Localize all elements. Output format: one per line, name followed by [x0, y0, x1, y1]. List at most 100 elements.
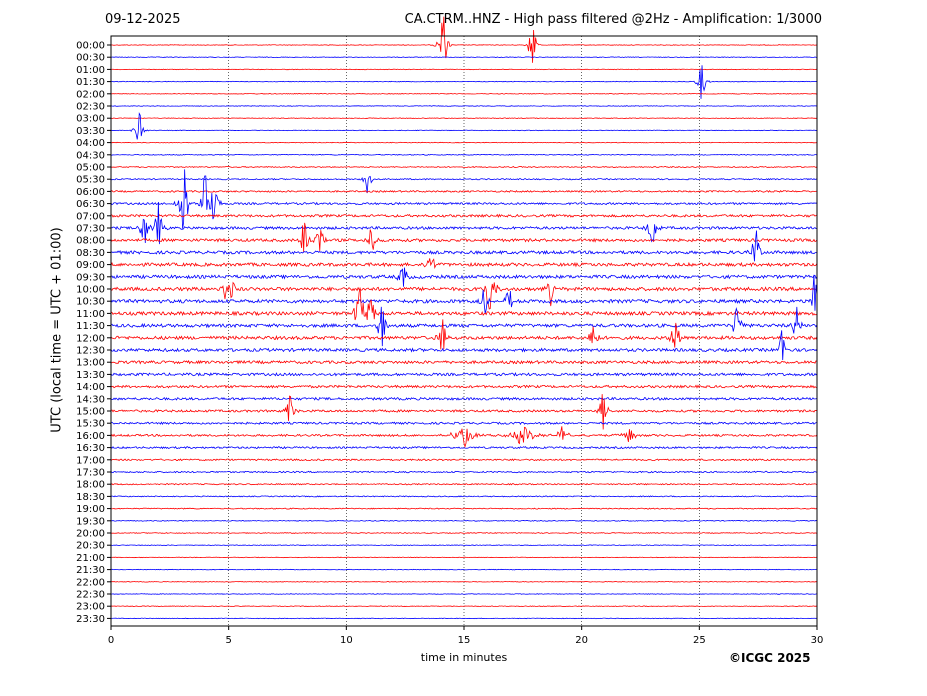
trace-row [110, 483, 818, 486]
trace-row [110, 426, 818, 449]
trace-row [110, 495, 818, 498]
y-tick-label: 18:30 [76, 492, 105, 503]
copyright-label: ©ICGC 2025 [729, 651, 811, 665]
trace-row [110, 105, 818, 107]
trace-row [110, 470, 818, 474]
x-tick-label: 0 [108, 635, 114, 646]
y-tick-label: 18:00 [76, 480, 105, 491]
y-tick-label: 15:00 [76, 407, 105, 418]
y-tick-label: 02:00 [76, 89, 105, 100]
x-tick-label: 10 [340, 635, 353, 646]
trace-row [110, 93, 818, 95]
trace-row [110, 568, 818, 571]
trace-row [110, 458, 818, 462]
trace-row [110, 605, 818, 607]
y-tick-label: 13:00 [76, 358, 105, 369]
y-tick-label: 10:00 [76, 285, 105, 296]
x-axis-ticks: 0 5 10 15 20 25 30 [108, 626, 824, 646]
trace-row [110, 319, 818, 350]
trace-row [110, 593, 818, 595]
trace-row [110, 267, 818, 287]
trace-row [110, 169, 818, 229]
y-tick-label: 01:00 [76, 65, 105, 76]
gridlines [228, 36, 700, 626]
seismic-traces [110, 16, 818, 620]
y-tick-label: 08:30 [76, 248, 105, 259]
trace-row [110, 281, 818, 310]
date-label: 09-12-2025 [105, 12, 181, 27]
trace-row [110, 519, 818, 522]
trace-row [110, 258, 818, 270]
y-tick-label: 21:30 [76, 565, 105, 576]
y-tick-label: 14:30 [76, 394, 105, 405]
trace-row [110, 507, 818, 510]
x-axis-label: time in minutes [420, 651, 508, 664]
y-tick-label: 20:30 [76, 541, 105, 552]
y-tick-label: 07:30 [76, 224, 105, 235]
x-tick-label: 25 [693, 635, 706, 646]
trace-row [110, 274, 818, 314]
y-tick-label: 23:00 [76, 602, 105, 613]
trace-row [110, 287, 818, 321]
y-tick-label: 09:30 [76, 272, 105, 283]
y-tick-label: 00:30 [76, 53, 105, 64]
trace-row [110, 396, 818, 401]
y-tick-label: 22:30 [76, 590, 105, 601]
trace-row [110, 372, 818, 377]
trace-row [110, 306, 818, 347]
trace-row [110, 153, 818, 156]
y-tick-label: 20:00 [76, 529, 105, 540]
chart-title: CA.CTRM..HNZ - High pass filtered @2Hz -… [404, 12, 822, 27]
trace-row [110, 16, 818, 63]
y-tick-label: 00:00 [76, 41, 105, 52]
y-tick-label: 04:00 [76, 138, 105, 149]
y-tick-label: 03:30 [76, 126, 105, 137]
trace-row [110, 68, 818, 71]
y-tick-label: 16:30 [76, 443, 105, 454]
y-tick-label: 11:00 [76, 309, 105, 320]
y-tick-label: 03:00 [76, 114, 105, 125]
y-tick-label: 12:00 [76, 333, 105, 344]
y-axis-label: UTC (local time = UTC + 01:00) [49, 227, 65, 433]
y-tick-label: 17:00 [76, 455, 105, 466]
x-tick-label: 15 [458, 635, 471, 646]
y-tick-label: 16:00 [76, 431, 105, 442]
trace-row [110, 141, 818, 144]
y-tick-label: 06:00 [76, 187, 105, 198]
y-tick-label: 21:00 [76, 553, 105, 564]
y-tick-label: 10:30 [76, 297, 105, 308]
x-tick-label: 30 [811, 635, 824, 646]
y-tick-label: 02:30 [76, 102, 105, 113]
trace-row [110, 556, 818, 559]
trace-row [110, 445, 818, 450]
trace-row [110, 544, 818, 546]
x-tick-label: 5 [225, 635, 231, 646]
y-tick-label: 23:30 [76, 614, 105, 625]
y-tick-label: 05:00 [76, 163, 105, 174]
y-tick-label: 22:00 [76, 577, 105, 588]
trace-row [110, 394, 818, 430]
y-tick-label: 06:30 [76, 199, 105, 210]
y-tick-label: 05:30 [76, 175, 105, 186]
trace-row [110, 202, 818, 245]
x-tick-label: 20 [575, 635, 588, 646]
trace-row [110, 581, 818, 583]
y-tick-label: 11:30 [76, 321, 105, 332]
y-tick-label: 14:00 [76, 382, 105, 393]
trace-row [110, 117, 818, 119]
trace-row [110, 56, 818, 58]
y-tick-label: 19:30 [76, 516, 105, 527]
trace-row [110, 330, 818, 361]
trace-row [110, 213, 818, 219]
trace-row [110, 112, 818, 140]
trace-row [110, 222, 818, 253]
y-tick-label: 07:00 [76, 211, 105, 222]
y-tick-label: 13:30 [76, 370, 105, 381]
y-tick-label: 04:30 [76, 150, 105, 161]
y-tick-label: 17:30 [76, 468, 105, 479]
y-tick-label: 12:30 [76, 346, 105, 357]
y-tick-label: 09:00 [76, 260, 105, 271]
y-tick-label: 01:30 [76, 77, 105, 88]
